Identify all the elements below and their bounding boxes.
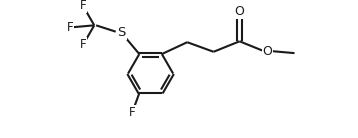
Text: F: F: [129, 106, 136, 119]
Text: S: S: [117, 26, 126, 39]
Text: F: F: [80, 38, 86, 51]
Text: O: O: [262, 45, 272, 58]
Text: F: F: [67, 21, 73, 34]
Text: O: O: [234, 5, 245, 18]
Text: F: F: [80, 0, 86, 12]
